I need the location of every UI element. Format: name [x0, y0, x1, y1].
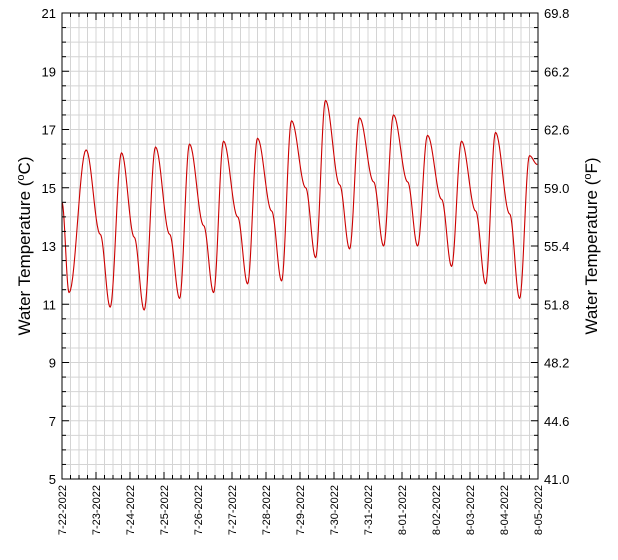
- right-tick-label: 59.0: [544, 181, 569, 196]
- left-tick-label: 17: [42, 123, 56, 138]
- x-tick-label: 8-03-2022: [465, 485, 477, 535]
- left-axis-tick-labels: 5 7 9 11 13 15 17 19 21: [42, 6, 56, 487]
- x-tick-label: 7-26-2022: [193, 485, 205, 535]
- x-tick-label: 7-25-2022: [159, 485, 171, 535]
- x-tick-label: 7-28-2022: [261, 485, 273, 535]
- x-tick-label: 8-02-2022: [431, 485, 443, 535]
- right-axis-title: Water Temperature (oF): [582, 157, 601, 334]
- x-tick-label: 7-22-2022: [57, 485, 69, 535]
- left-tick-label: 15: [42, 181, 56, 196]
- temperature-series-line: [61, 99, 538, 311]
- series-layer: [61, 99, 538, 311]
- right-tick-label: 41.0: [544, 472, 569, 487]
- right-axis-title-unit: F): [582, 157, 601, 173]
- tick-marks: [61, 12, 539, 480]
- grid-lines: [61, 12, 539, 480]
- x-axis-tick-labels: 7-22-2022 7-23-2022 7-24-2022 7-25-2022 7-26…: [57, 485, 545, 535]
- right-axis-tick-labels: 41.0 44.6 48.2 51.8 55.4 59.0 62.6 66.2 69.8: [544, 6, 569, 487]
- left-tick-label: 5: [49, 472, 56, 487]
- left-tick-label: 9: [49, 356, 56, 371]
- right-tick-label: 48.2: [544, 356, 569, 371]
- right-axis-title-sup: o: [582, 173, 594, 179]
- x-tick-label: 8-04-2022: [499, 485, 511, 535]
- x-tick-label: 7-30-2022: [329, 485, 341, 535]
- x-tick-label: 7-29-2022: [295, 485, 307, 535]
- left-axis-title: Water Temperature (oC): [15, 156, 34, 335]
- left-axis-title-sup: o: [15, 174, 27, 180]
- x-tick-label: 7-23-2022: [91, 485, 103, 535]
- left-tick-label: 7: [49, 414, 56, 429]
- x-tick-label: 7-24-2022: [125, 485, 137, 535]
- x-tick-label: 8-01-2022: [397, 485, 409, 535]
- right-tick-label: 69.8: [544, 6, 569, 21]
- x-tick-label: 8-05-2022: [533, 485, 545, 535]
- right-tick-label: 62.6: [544, 123, 569, 138]
- right-tick-label: 44.6: [544, 414, 569, 429]
- left-tick-label: 19: [42, 64, 56, 79]
- right-tick-label: 55.4: [544, 239, 569, 254]
- left-tick-label: 13: [42, 239, 56, 254]
- left-tick-label: 21: [42, 6, 56, 21]
- x-tick-label: 7-31-2022: [363, 485, 375, 535]
- right-tick-label: 66.2: [544, 64, 569, 79]
- x-tick-label: 7-27-2022: [227, 485, 239, 535]
- left-tick-label: 11: [43, 297, 57, 312]
- left-axis-title-unit: C): [15, 156, 34, 174]
- right-tick-label: 51.8: [544, 297, 569, 312]
